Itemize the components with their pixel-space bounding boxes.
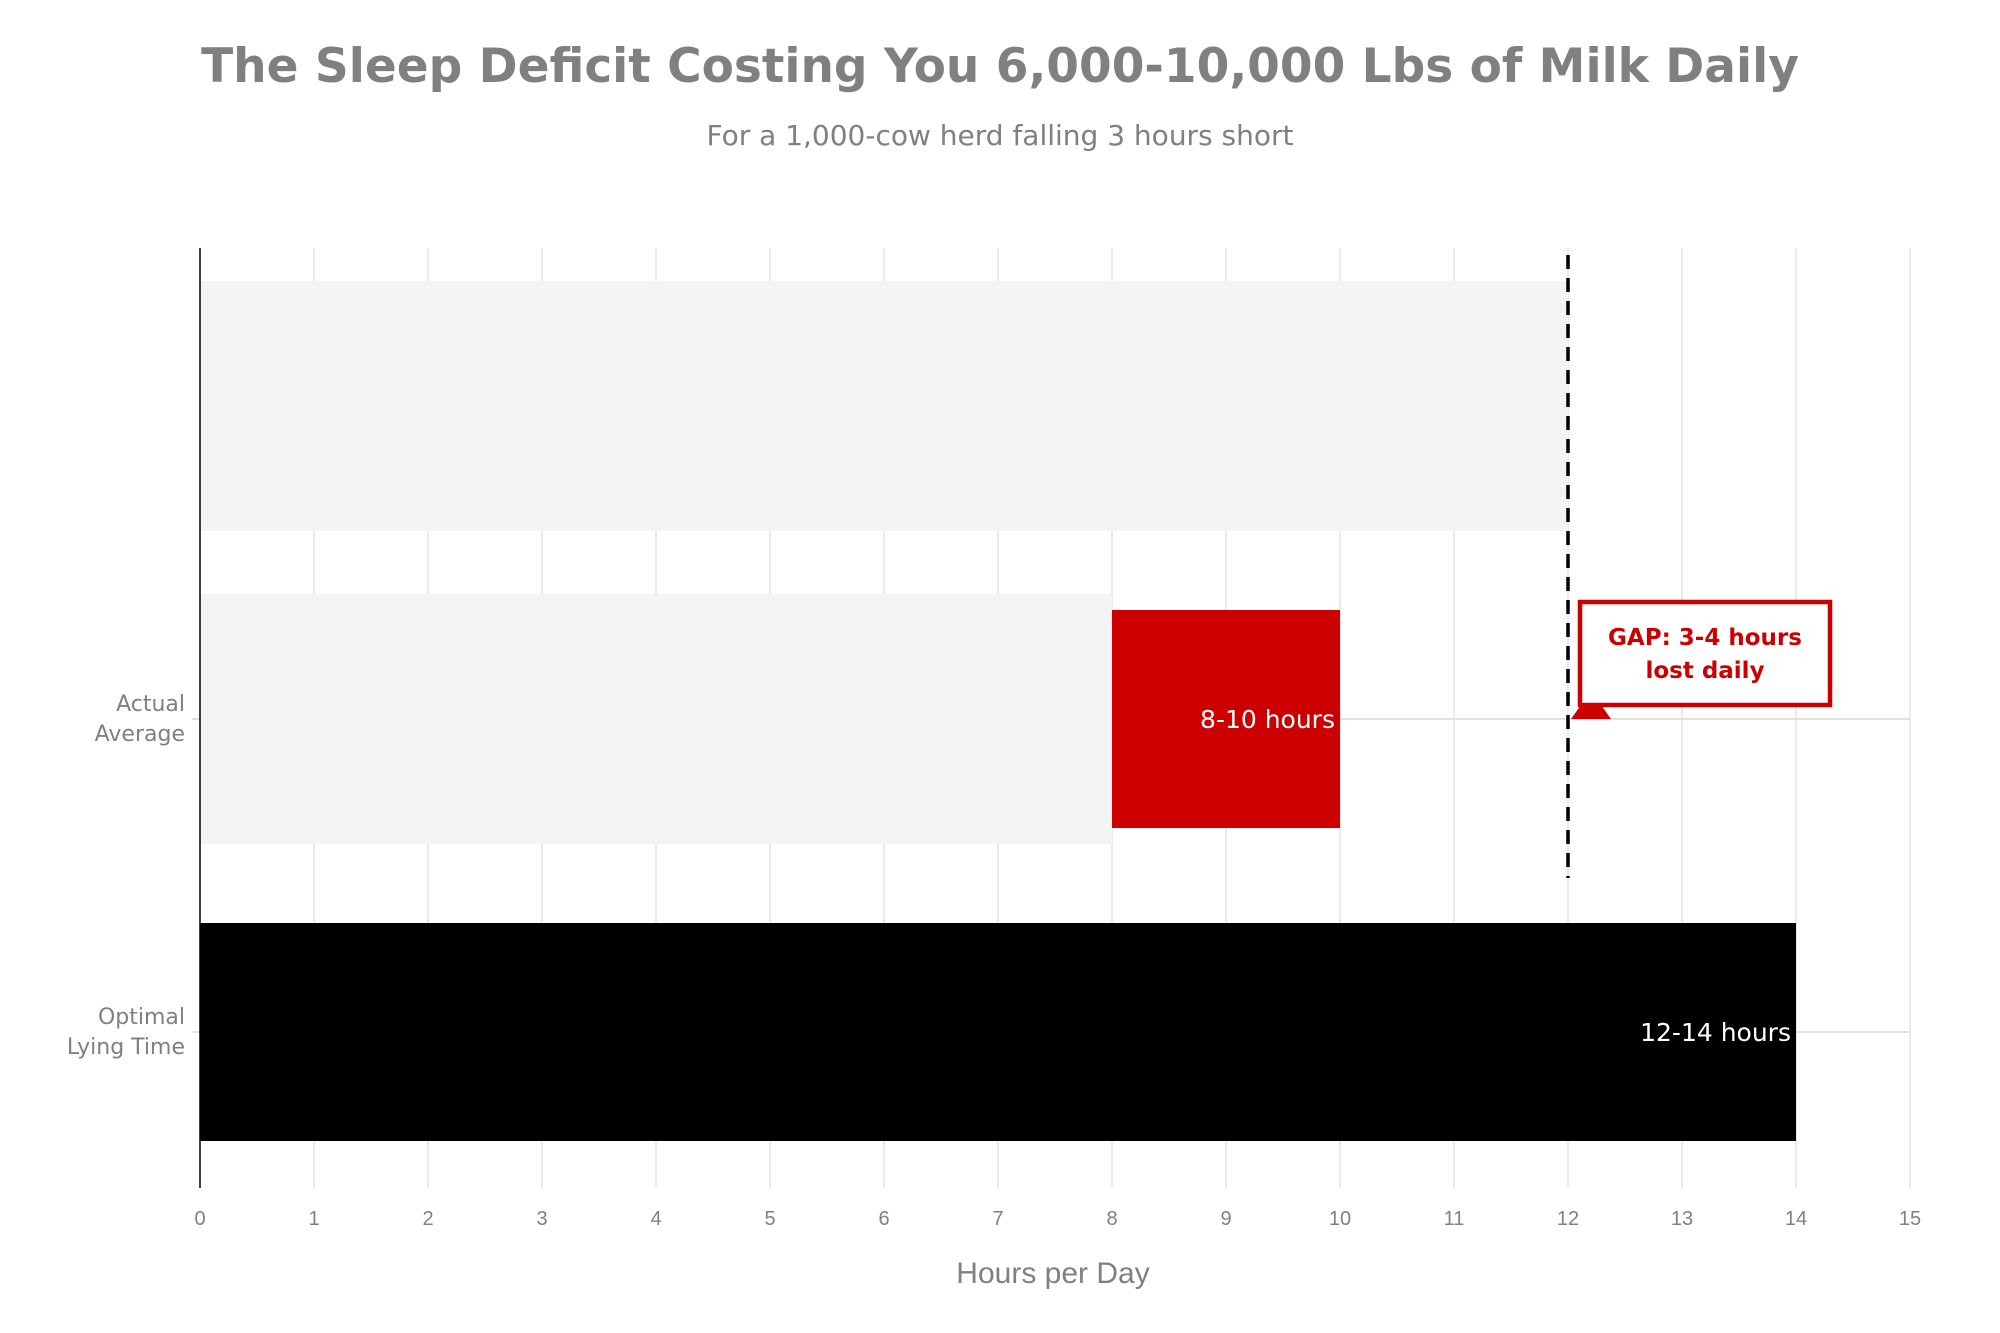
x-tick-label: 2: [422, 1208, 433, 1230]
bar-value-label: 12-14 hours: [1640, 1018, 1791, 1047]
x-tick-label: 4: [650, 1208, 661, 1230]
y-category-label: Optimal Lying Time: [67, 1005, 185, 1060]
chart-title: The Sleep Deficit Costing You 6,000-10,0…: [201, 39, 1799, 94]
x-tick-label: 15: [1899, 1208, 1921, 1230]
y-category-label-line: Lying Time: [67, 1035, 185, 1060]
x-tick-label: 5: [764, 1208, 775, 1230]
bars: 12-14 hours 8-10 hours: [200, 281, 1796, 1141]
annotation-box: [1577, 599, 1833, 708]
y-category-label-line: Actual: [116, 692, 185, 717]
x-tick-label: 6: [878, 1208, 889, 1230]
y-category-label-line: Average: [95, 722, 185, 747]
x-tick-label: 12: [1557, 1208, 1579, 1230]
bar-value-label: 8-10 hours: [1200, 705, 1335, 734]
background-bar: [200, 281, 1568, 531]
x-tick-label: 8: [1106, 1208, 1117, 1230]
x-tick-label: 14: [1785, 1208, 1807, 1230]
x-tick-label: 3: [536, 1208, 547, 1230]
background-bar: [200, 594, 1112, 844]
range-bar: [200, 923, 1796, 1141]
x-axis-label: Hours per Day: [956, 1257, 1149, 1290]
annotation-text: lost daily: [1645, 658, 1764, 684]
chart-subtitle: For a 1,000-cow herd falling 3 hours sho…: [706, 119, 1293, 152]
annotation-text: GAP: 3-4 hours: [1608, 625, 1802, 651]
x-tick-label: 7: [992, 1208, 1003, 1230]
x-tick-label: 13: [1671, 1208, 1693, 1230]
x-tick-label: 9: [1220, 1208, 1231, 1230]
x-tick-label: 11: [1444, 1208, 1465, 1230]
range-bar: [1112, 610, 1340, 828]
annotations: GAP: 3-4 hours lost daily: [1566, 255, 1833, 878]
x-tick-label: 0: [194, 1208, 205, 1230]
y-category-label-line: Optimal: [98, 1005, 185, 1030]
y-category-label: Actual Average: [95, 692, 185, 747]
x-tick-label: 1: [308, 1208, 319, 1230]
x-tick-label: 10: [1329, 1208, 1351, 1230]
